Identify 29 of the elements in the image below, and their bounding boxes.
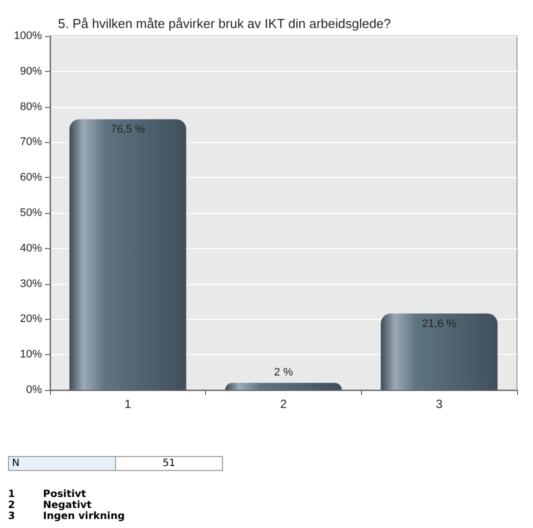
x-tick-label: 1 [124,397,132,411]
text: 2 [8,500,16,511]
text: N [8,456,116,470]
data-label: 21,6 % [422,318,457,330]
y-tick-label: 50% [20,207,42,219]
text: 3 [8,511,16,522]
y-tick-label: 90% [20,65,42,78]
x-tick-label: 3 [436,397,443,411]
y-tick-label: 0% [26,384,42,396]
bar [380,314,498,390]
y-tick-label: 20% [20,313,42,326]
data-label: 76,5 % [110,124,146,136]
bar [69,119,186,390]
bar [225,382,342,390]
text: 1 [8,489,16,500]
text: Ingen virkning [43,511,125,522]
y-tick-label: 100% [14,30,42,42]
text: Negativt [43,500,92,511]
y-tick-label: 60% [20,172,42,184]
y-tick-label: 10% [20,348,42,361]
y-tick-label: 70% [20,136,42,148]
chart-title: 5. På hvilken måte påvirker bruk av IKT din arbeidsglede? [58,16,391,31]
data-label: 2 % [274,366,294,378]
y-tick-label: 40% [20,242,42,254]
y-tick-label: 80% [20,100,42,113]
x-tick-label: 2 [280,397,288,411]
text: Positivt [43,489,86,500]
y-tick-label: 30% [20,278,42,290]
text: 51 [116,456,222,470]
